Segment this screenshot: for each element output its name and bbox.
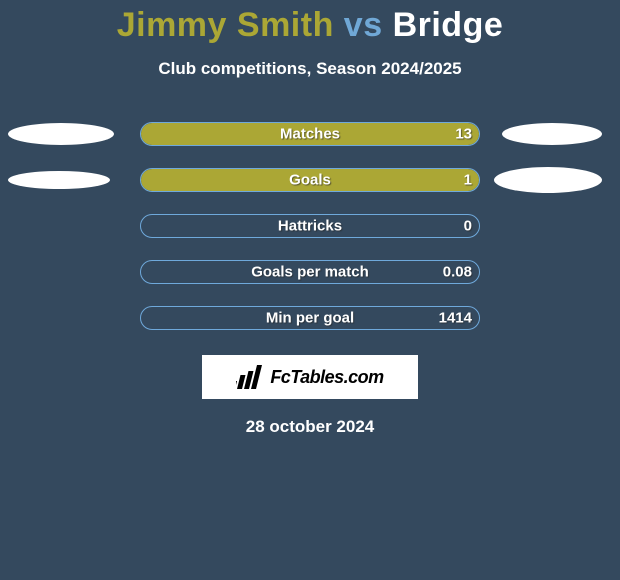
player2-ellipse	[494, 167, 602, 193]
stat-track	[140, 214, 480, 238]
stat-row: Hattricks0	[0, 203, 620, 249]
stat-track	[140, 168, 480, 192]
stat-row: Min per goal1414	[0, 295, 620, 341]
source-logo-box: FcTables.com	[202, 355, 418, 399]
subtitle: Club competitions, Season 2024/2025	[0, 59, 620, 79]
date-text: 28 october 2024	[0, 417, 620, 437]
bars-icon	[236, 365, 266, 389]
stat-track	[140, 122, 480, 146]
player2-name: Bridge	[393, 6, 504, 44]
stat-row: Goals1	[0, 157, 620, 203]
player1-ellipse	[8, 123, 114, 145]
stat-row: Goals per match0.08	[0, 249, 620, 295]
logo-text: FcTables.com	[270, 367, 383, 388]
stat-track	[140, 306, 480, 330]
player1-name: Jimmy Smith	[117, 6, 334, 44]
vs-text: vs	[344, 6, 383, 44]
player2-ellipse	[502, 123, 602, 145]
stat-row: Matches13	[0, 111, 620, 157]
comparison-title: Jimmy Smith vs Bridge	[0, 0, 620, 45]
source-logo: FcTables.com	[236, 365, 383, 389]
stat-fill	[141, 123, 479, 145]
player1-ellipse	[8, 171, 110, 189]
stat-fill	[141, 169, 479, 191]
stats-chart: Matches13Goals1Hattricks0Goals per match…	[0, 111, 620, 341]
stat-track	[140, 260, 480, 284]
